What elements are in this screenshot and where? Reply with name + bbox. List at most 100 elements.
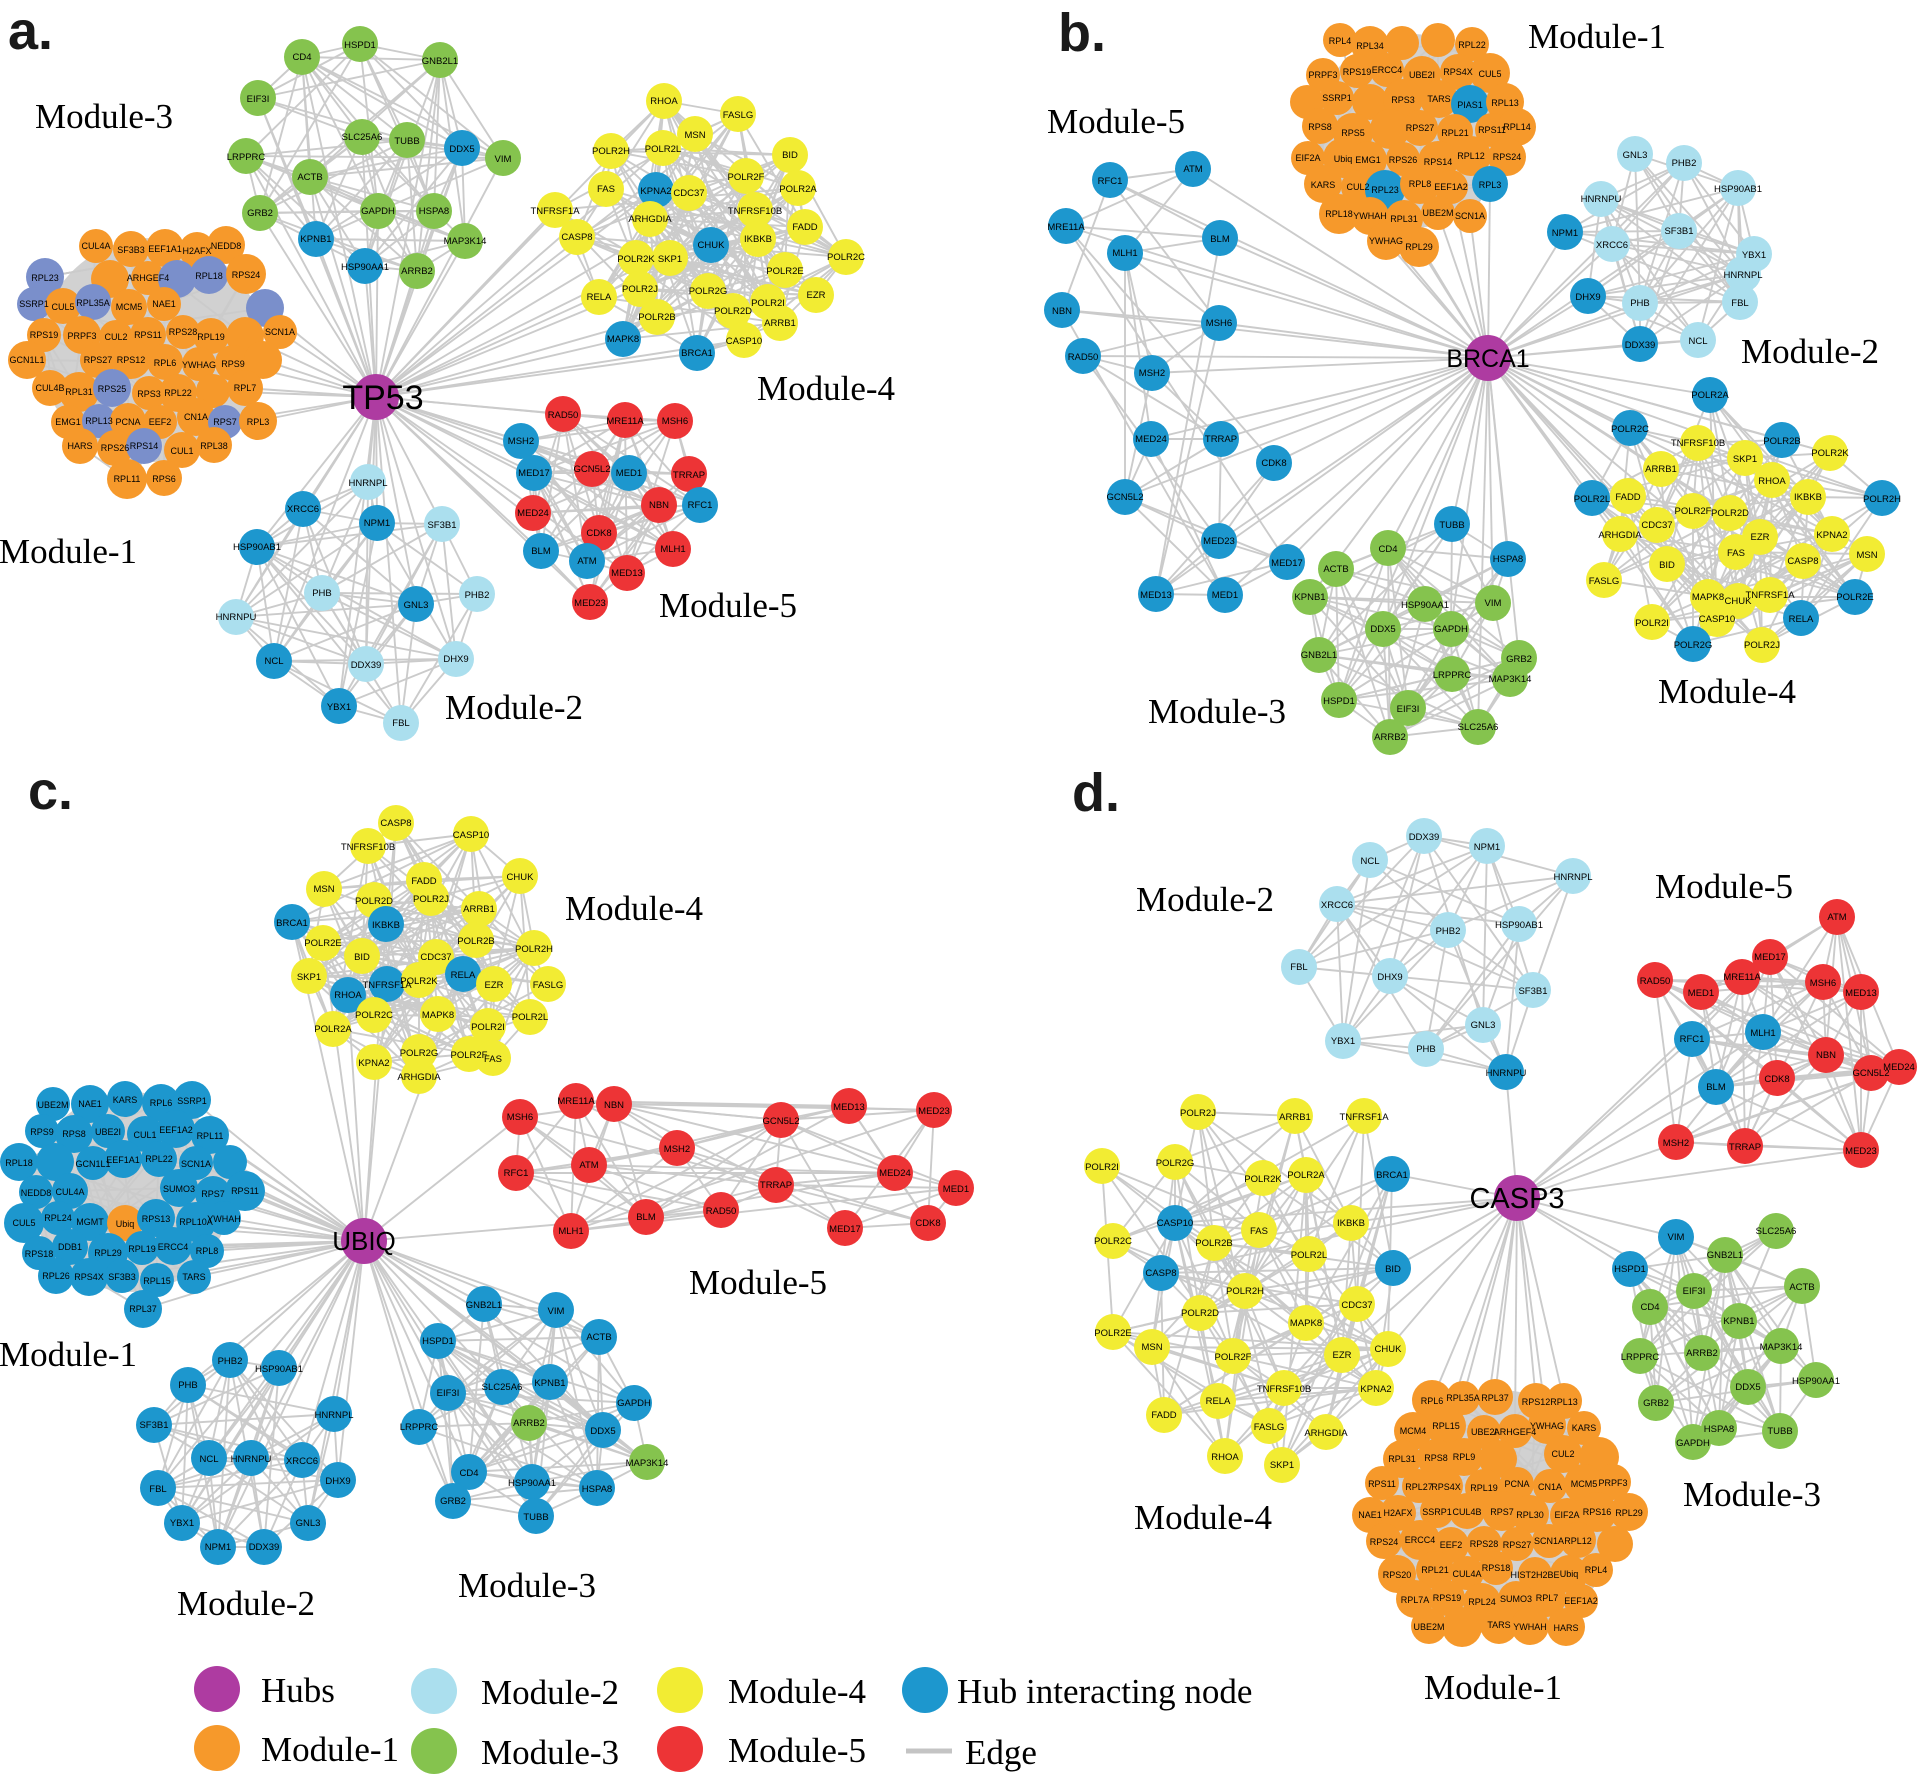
- svg-text:RPS12: RPS12: [1522, 1397, 1551, 1407]
- svg-text:MLH1: MLH1: [660, 544, 685, 555]
- svg-text:CD4: CD4: [459, 1468, 478, 1479]
- svg-text:MGMT: MGMT: [76, 1217, 104, 1227]
- svg-text:MRE11A: MRE11A: [1723, 972, 1761, 983]
- svg-text:TRRAP: TRRAP: [1205, 434, 1237, 445]
- svg-text:CUL4A: CUL4A: [55, 1187, 84, 1197]
- svg-text:POLR2B: POLR2B: [1195, 1238, 1233, 1249]
- svg-text:NAE1: NAE1: [1358, 1510, 1382, 1520]
- svg-text:POLR2I: POLR2I: [751, 298, 785, 309]
- svg-text:RFC1: RFC1: [1098, 176, 1123, 187]
- svg-text:RPS24: RPS24: [232, 270, 261, 280]
- svg-text:FADD: FADD: [1615, 492, 1640, 503]
- svg-text:HSPA8: HSPA8: [582, 1484, 612, 1495]
- svg-text:POLR2C: POLR2C: [1094, 1236, 1132, 1247]
- svg-text:EMG1: EMG1: [55, 417, 81, 427]
- svg-text:CUL5: CUL5: [12, 1218, 35, 1228]
- svg-text:CDK8: CDK8: [915, 1218, 940, 1229]
- svg-text:HSPA8: HSPA8: [1704, 1424, 1734, 1435]
- svg-text:POLR2F: POLR2F: [1215, 1352, 1252, 1363]
- svg-text:EEF1A1: EEF1A1: [148, 244, 182, 254]
- svg-text:POLR2L: POLR2L: [512, 1012, 548, 1023]
- svg-text:MED23: MED23: [1845, 1146, 1877, 1157]
- svg-text:HNRNPU: HNRNPU: [1581, 194, 1622, 205]
- svg-text:CDK8: CDK8: [1764, 1074, 1789, 1085]
- svg-text:Module-1: Module-1: [1424, 1668, 1562, 1707]
- svg-text:GNB2L1: GNB2L1: [466, 1300, 502, 1311]
- svg-text:GRB2: GRB2: [247, 208, 273, 219]
- svg-text:GNL3: GNL3: [296, 1518, 321, 1529]
- svg-text:RPL12: RPL12: [1564, 1536, 1592, 1546]
- svg-text:BLM: BLM: [636, 1212, 656, 1223]
- svg-text:RPS11: RPS11: [231, 1186, 259, 1196]
- svg-text:RPS4X: RPS4X: [74, 1272, 104, 1282]
- svg-text:POLR2C: POLR2C: [355, 1010, 393, 1021]
- svg-text:CD4: CD4: [1378, 544, 1397, 555]
- svg-text:HARS: HARS: [67, 441, 92, 451]
- svg-text:RPS8: RPS8: [1308, 122, 1332, 132]
- svg-text:RPL13: RPL13: [1550, 1397, 1578, 1407]
- svg-text:MAPK8: MAPK8: [1692, 592, 1724, 603]
- svg-text:FASLG: FASLG: [1254, 1422, 1285, 1433]
- svg-text:RPS6: RPS6: [152, 474, 176, 484]
- svg-text:EIF2A: EIF2A: [1554, 1510, 1579, 1520]
- svg-text:RPL35A: RPL35A: [1446, 1393, 1480, 1403]
- svg-text:RFC1: RFC1: [1680, 1034, 1705, 1045]
- svg-text:TRRAP: TRRAP: [1729, 1142, 1761, 1153]
- svg-text:RELA: RELA: [1789, 614, 1814, 625]
- svg-text:MSH2: MSH2: [664, 1144, 690, 1155]
- svg-text:NCL: NCL: [1360, 856, 1379, 867]
- svg-text:a.: a.: [8, 1, 53, 61]
- svg-text:BRCA1: BRCA1: [276, 918, 308, 929]
- svg-text:POLR2E: POLR2E: [304, 938, 342, 949]
- svg-text:HNRNPL: HNRNPL: [314, 1410, 353, 1421]
- svg-text:EEF1A2: EEF1A2: [159, 1125, 193, 1135]
- svg-text:CDC37: CDC37: [1341, 1300, 1372, 1311]
- svg-text:DHX9: DHX9: [325, 1476, 350, 1487]
- svg-text:GRB2: GRB2: [1643, 1398, 1669, 1409]
- svg-text:MSH6: MSH6: [1810, 978, 1836, 989]
- svg-text:ACTB: ACTB: [1323, 564, 1348, 575]
- svg-text:RPS8: RPS8: [62, 1129, 86, 1139]
- svg-text:SF3B3: SF3B3: [117, 245, 145, 255]
- svg-text:RPS24: RPS24: [1493, 152, 1522, 162]
- svg-text:MSN: MSN: [1141, 1342, 1162, 1353]
- svg-text:ARHGDIA: ARHGDIA: [1304, 1428, 1348, 1439]
- svg-text:POLR2K: POLR2K: [1811, 448, 1849, 459]
- svg-text:KPNB1: KPNB1: [300, 234, 331, 245]
- svg-text:HSP90AB1: HSP90AB1: [1714, 184, 1762, 195]
- svg-text:RPL9: RPL9: [1453, 1452, 1476, 1462]
- svg-text:POLR2A: POLR2A: [779, 184, 817, 195]
- svg-text:MRE11A: MRE11A: [557, 1096, 595, 1107]
- svg-text:TUBB: TUBB: [394, 136, 419, 147]
- svg-text:RPL8: RPL8: [1409, 179, 1432, 189]
- svg-text:POLR2B: POLR2B: [457, 936, 495, 947]
- svg-text:SCN1A: SCN1A: [265, 327, 295, 337]
- svg-text:RPS13: RPS13: [142, 1214, 171, 1224]
- svg-text:NCL: NCL: [1688, 336, 1707, 347]
- svg-text:KPNA2: KPNA2: [640, 186, 671, 197]
- svg-text:H2AFX: H2AFX: [182, 246, 211, 256]
- svg-text:GCN5L2: GCN5L2: [574, 464, 611, 475]
- svg-text:ARRB1: ARRB1: [1645, 464, 1677, 475]
- svg-text:MSH6: MSH6: [1206, 318, 1232, 329]
- svg-text:DDX5: DDX5: [1735, 1382, 1760, 1393]
- svg-text:BID: BID: [1659, 560, 1675, 571]
- svg-text:ARRB2: ARRB2: [513, 1418, 545, 1429]
- svg-text:Module-1: Module-1: [261, 1730, 399, 1769]
- svg-text:MRE11A: MRE11A: [606, 416, 644, 427]
- svg-text:EIF3I: EIF3I: [1683, 1286, 1706, 1297]
- svg-text:HSP90AA1: HSP90AA1: [341, 262, 389, 273]
- svg-text:MSH2: MSH2: [1139, 368, 1165, 379]
- svg-text:RPS3: RPS3: [1391, 95, 1415, 105]
- svg-text:RELA: RELA: [587, 292, 612, 303]
- svg-text:TARS: TARS: [1427, 94, 1450, 104]
- svg-text:Module-2: Module-2: [481, 1673, 619, 1712]
- svg-text:RPS28: RPS28: [169, 327, 198, 337]
- svg-text:VIM: VIM: [495, 154, 512, 165]
- svg-text:SSRP1: SSRP1: [1422, 1507, 1452, 1517]
- svg-text:MAP3K14: MAP3K14: [1760, 1342, 1803, 1353]
- svg-text:TUBB: TUBB: [1439, 520, 1464, 531]
- svg-text:RPL12: RPL12: [1457, 151, 1485, 161]
- svg-text:Module-3: Module-3: [1148, 692, 1286, 731]
- svg-text:POLR2D: POLR2D: [1181, 1308, 1219, 1319]
